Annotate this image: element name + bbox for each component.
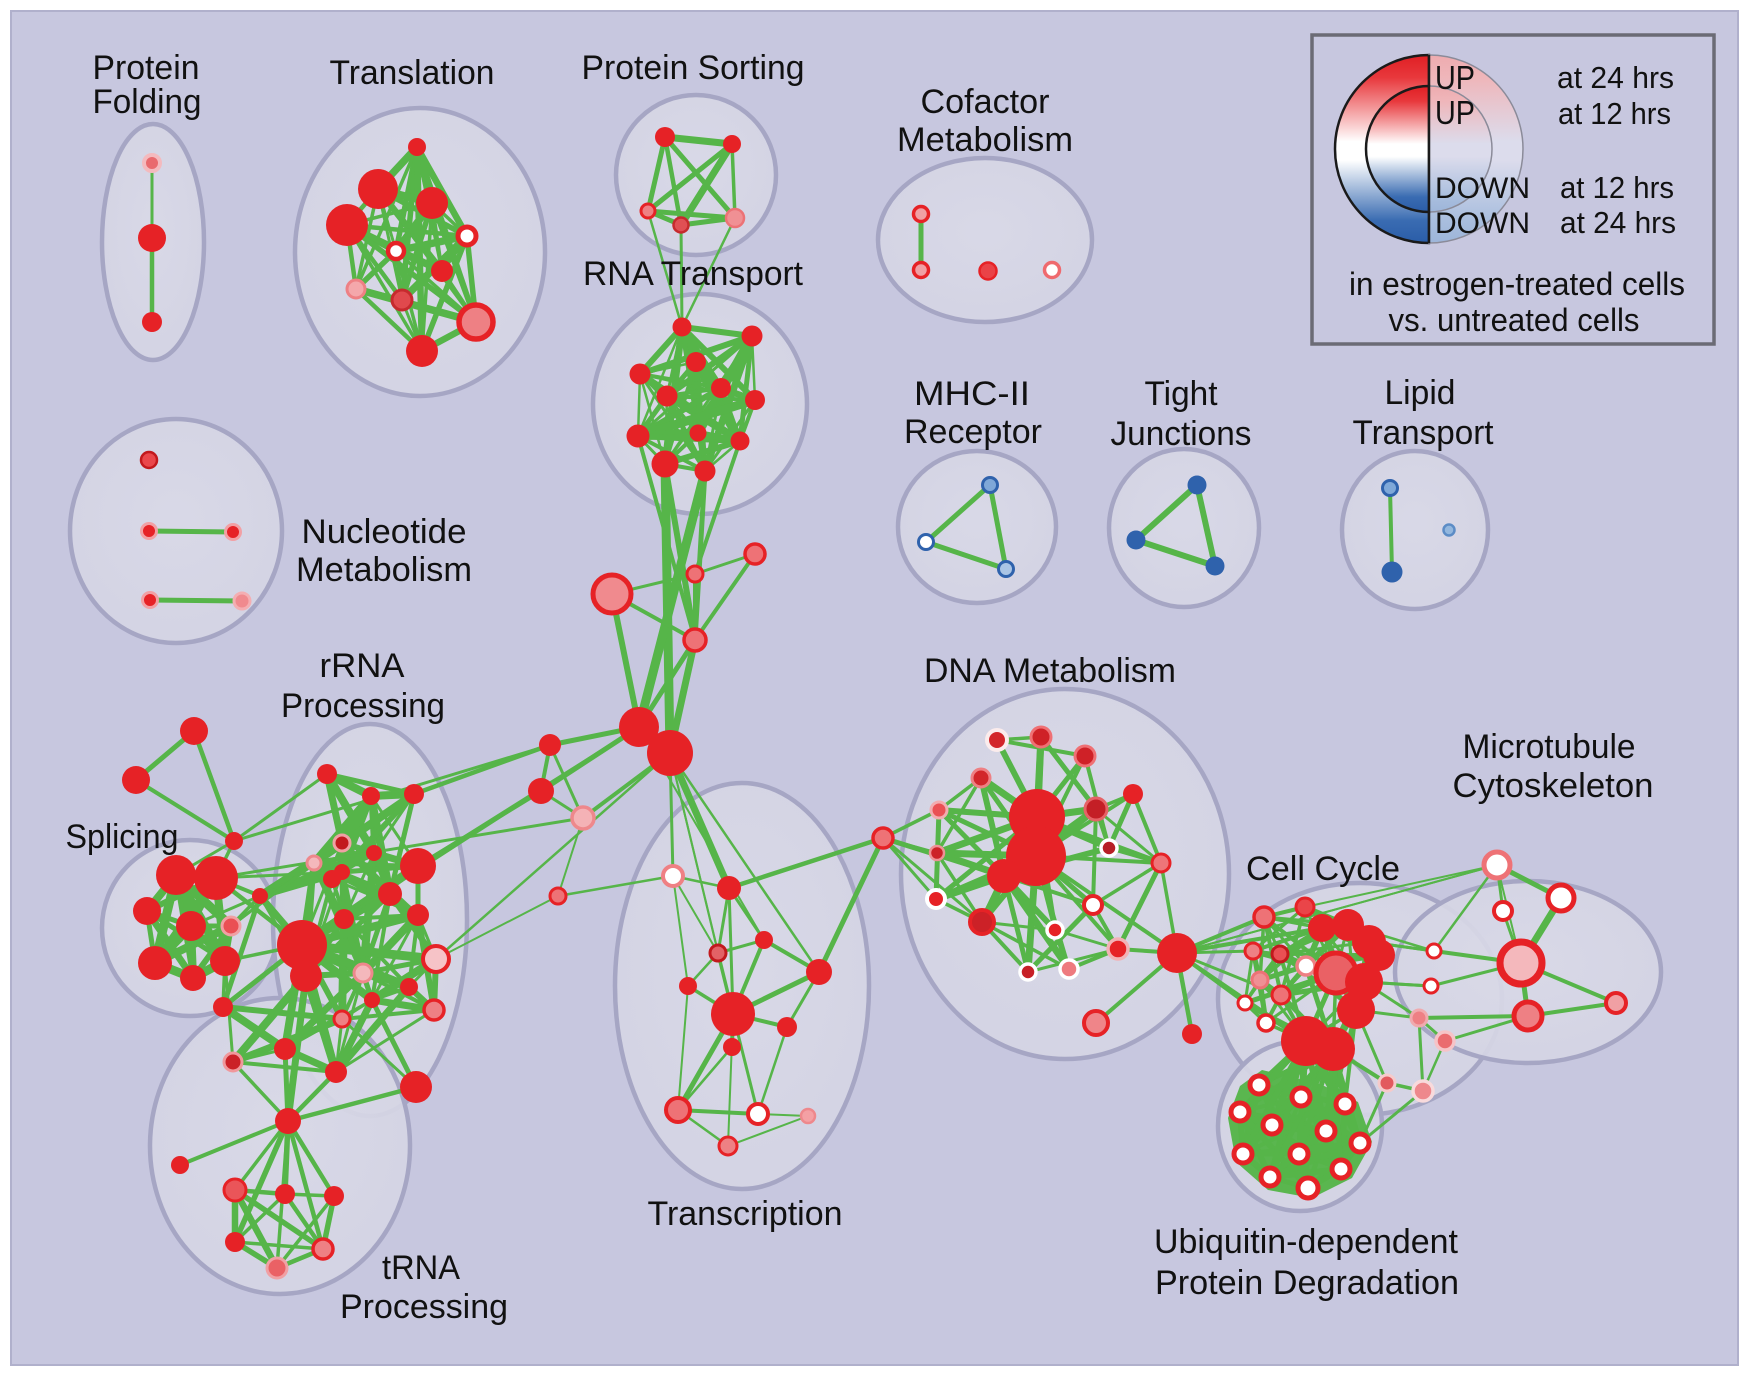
svg-text:Nucleotide: Nucleotide: [302, 513, 467, 551]
svg-text:Processing: Processing: [281, 687, 445, 725]
svg-text:Transport: Transport: [1353, 414, 1495, 452]
svg-text:MHC-II: MHC-II: [914, 375, 1030, 413]
svg-text:Cell Cycle: Cell Cycle: [1246, 850, 1400, 888]
svg-text:Protein Sorting: Protein Sorting: [582, 49, 805, 87]
svg-text:DOWN: DOWN: [1435, 207, 1530, 240]
svg-text:in estrogen-treated cells: in estrogen-treated cells: [1349, 266, 1685, 302]
svg-text:Lipid: Lipid: [1385, 374, 1456, 412]
svg-text:RNA Transport: RNA Transport: [583, 255, 804, 293]
svg-text:Microtubule: Microtubule: [1463, 728, 1636, 766]
svg-text:Cofactor: Cofactor: [921, 83, 1050, 121]
svg-text:vs. untreated cells: vs. untreated cells: [1389, 302, 1640, 338]
svg-text:UP: UP: [1435, 94, 1475, 131]
svg-text:Processing: Processing: [340, 1288, 508, 1326]
svg-text:Protein Degradation: Protein Degradation: [1155, 1264, 1459, 1302]
svg-text:Translation: Translation: [330, 54, 495, 92]
svg-text:at 12 hrs: at 12 hrs: [1560, 170, 1674, 205]
svg-text:tRNA: tRNA: [382, 1249, 460, 1287]
svg-text:Protein: Protein: [93, 49, 200, 87]
svg-text:rRNA: rRNA: [320, 647, 405, 685]
svg-text:DNA Metabolism: DNA Metabolism: [924, 652, 1176, 690]
svg-text:at 24 hrs: at 24 hrs: [1560, 205, 1676, 240]
svg-text:at 12 hrs: at 12 hrs: [1558, 96, 1671, 131]
svg-text:Metabolism: Metabolism: [296, 551, 472, 589]
svg-text:Receptor: Receptor: [904, 413, 1042, 451]
svg-text:Tight: Tight: [1145, 375, 1219, 413]
svg-text:Splicing: Splicing: [66, 818, 179, 856]
svg-text:Metabolism: Metabolism: [897, 121, 1073, 159]
svg-text:Cytoskeleton: Cytoskeleton: [1453, 767, 1654, 805]
svg-text:Ubiquitin-dependent: Ubiquitin-dependent: [1154, 1223, 1459, 1261]
svg-text:DOWN: DOWN: [1435, 172, 1530, 205]
svg-text:Junctions: Junctions: [1111, 415, 1252, 453]
svg-text:at 24 hrs: at 24 hrs: [1557, 60, 1674, 95]
svg-text:Folding: Folding: [93, 83, 202, 121]
svg-text:Transcription: Transcription: [648, 1195, 843, 1233]
svg-text:UP: UP: [1435, 59, 1475, 96]
